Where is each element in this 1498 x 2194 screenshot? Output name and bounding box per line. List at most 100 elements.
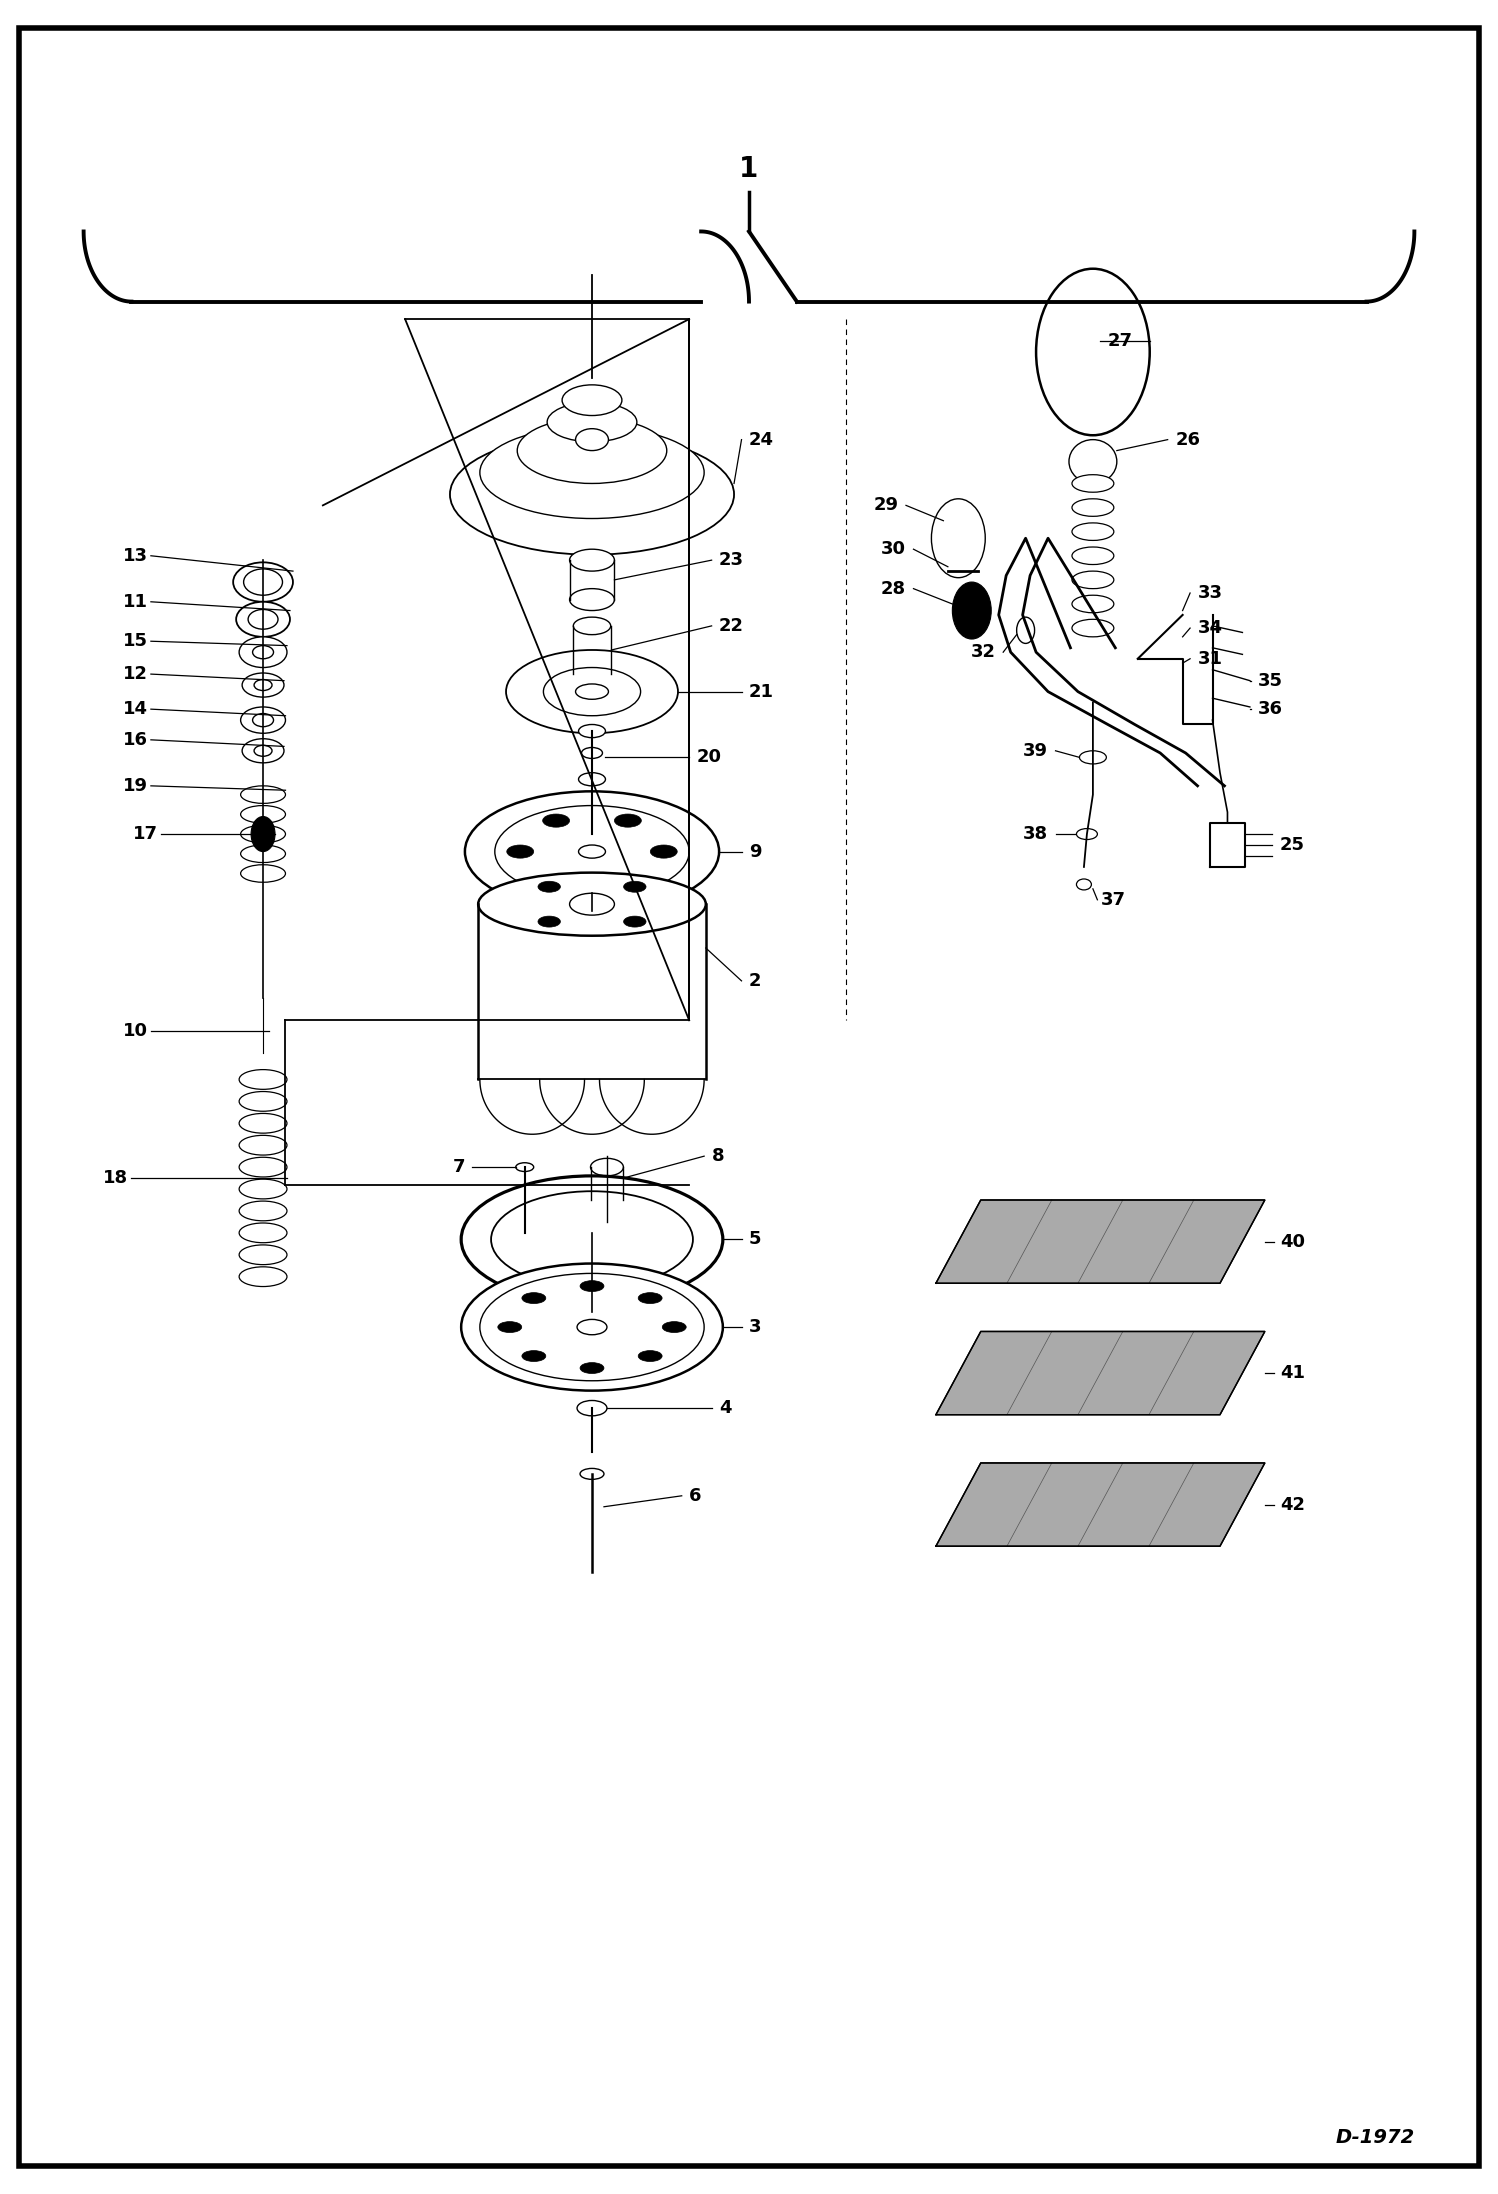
Ellipse shape (240, 1071, 288, 1090)
Text: 15: 15 (123, 632, 148, 649)
Ellipse shape (240, 1222, 288, 1242)
Ellipse shape (575, 428, 608, 450)
Ellipse shape (569, 548, 614, 570)
Ellipse shape (240, 636, 288, 667)
Ellipse shape (544, 667, 641, 715)
Ellipse shape (461, 1176, 724, 1303)
Text: 36: 36 (1257, 700, 1282, 717)
Circle shape (932, 498, 986, 577)
Ellipse shape (1073, 474, 1115, 491)
Ellipse shape (241, 805, 286, 823)
Text: 37: 37 (1101, 891, 1125, 908)
Ellipse shape (249, 610, 279, 630)
Text: 13: 13 (123, 546, 148, 564)
Ellipse shape (521, 1352, 545, 1362)
Text: 41: 41 (1279, 1365, 1305, 1382)
Ellipse shape (590, 1191, 623, 1209)
Text: 29: 29 (873, 496, 899, 513)
Text: 28: 28 (881, 579, 906, 597)
Ellipse shape (1073, 619, 1115, 636)
Ellipse shape (662, 1321, 686, 1332)
Ellipse shape (240, 1266, 288, 1286)
Text: 38: 38 (1023, 825, 1049, 842)
Ellipse shape (562, 384, 622, 415)
Ellipse shape (547, 402, 637, 441)
Ellipse shape (578, 845, 605, 858)
Ellipse shape (506, 845, 533, 858)
Ellipse shape (581, 748, 602, 759)
Ellipse shape (241, 845, 286, 862)
Ellipse shape (574, 617, 611, 634)
Text: 20: 20 (697, 748, 722, 766)
Ellipse shape (243, 739, 285, 764)
Ellipse shape (241, 706, 286, 733)
Ellipse shape (253, 645, 274, 658)
Text: 31: 31 (1197, 649, 1222, 667)
Text: 26: 26 (1174, 430, 1200, 448)
Ellipse shape (478, 873, 706, 935)
Ellipse shape (464, 792, 719, 913)
Ellipse shape (243, 674, 285, 698)
Text: 23: 23 (719, 551, 745, 568)
Ellipse shape (240, 1200, 288, 1220)
Ellipse shape (542, 814, 569, 827)
Text: 32: 32 (971, 643, 996, 660)
Text: 33: 33 (1197, 584, 1222, 601)
Ellipse shape (244, 568, 283, 595)
Ellipse shape (255, 680, 273, 691)
Ellipse shape (1073, 570, 1115, 588)
Ellipse shape (577, 1400, 607, 1415)
Ellipse shape (521, 1292, 545, 1303)
Ellipse shape (1073, 498, 1115, 516)
Text: 25: 25 (1279, 836, 1305, 853)
Ellipse shape (580, 1281, 604, 1292)
Text: 1: 1 (740, 156, 758, 184)
Ellipse shape (240, 1244, 288, 1264)
Ellipse shape (461, 1264, 724, 1391)
Text: 34: 34 (1197, 619, 1222, 636)
Text: 9: 9 (749, 842, 761, 860)
Ellipse shape (575, 685, 608, 700)
Circle shape (1037, 268, 1150, 434)
Ellipse shape (542, 875, 569, 889)
Ellipse shape (1073, 595, 1115, 612)
Ellipse shape (240, 1134, 288, 1154)
Ellipse shape (614, 814, 641, 827)
Ellipse shape (506, 649, 679, 733)
Text: 42: 42 (1279, 1496, 1305, 1514)
Ellipse shape (240, 1156, 288, 1176)
Ellipse shape (1077, 880, 1092, 891)
Ellipse shape (241, 825, 286, 842)
Ellipse shape (515, 1163, 533, 1172)
Ellipse shape (497, 1321, 521, 1332)
Circle shape (1017, 617, 1035, 643)
Text: 35: 35 (1257, 671, 1282, 689)
Polygon shape (936, 1463, 1264, 1547)
Text: 7: 7 (452, 1158, 464, 1176)
Ellipse shape (590, 1158, 623, 1176)
Ellipse shape (538, 917, 560, 928)
Text: 11: 11 (123, 592, 148, 610)
Ellipse shape (240, 1178, 288, 1198)
Text: 24: 24 (749, 430, 774, 448)
Ellipse shape (255, 746, 273, 757)
Polygon shape (936, 1200, 1264, 1283)
Ellipse shape (638, 1352, 662, 1362)
Ellipse shape (449, 434, 734, 555)
Ellipse shape (578, 772, 605, 785)
Ellipse shape (234, 562, 294, 601)
Text: D-1972: D-1972 (1335, 2128, 1414, 2148)
Ellipse shape (253, 713, 274, 726)
Ellipse shape (240, 1093, 288, 1110)
Ellipse shape (577, 1319, 607, 1334)
Ellipse shape (237, 601, 291, 636)
Text: 27: 27 (1109, 331, 1132, 351)
Ellipse shape (479, 426, 704, 518)
Text: 8: 8 (712, 1147, 724, 1165)
Ellipse shape (494, 805, 689, 897)
Text: 22: 22 (719, 617, 745, 634)
Ellipse shape (241, 864, 286, 882)
Ellipse shape (1080, 750, 1107, 764)
Ellipse shape (241, 785, 286, 803)
Ellipse shape (240, 1112, 288, 1132)
